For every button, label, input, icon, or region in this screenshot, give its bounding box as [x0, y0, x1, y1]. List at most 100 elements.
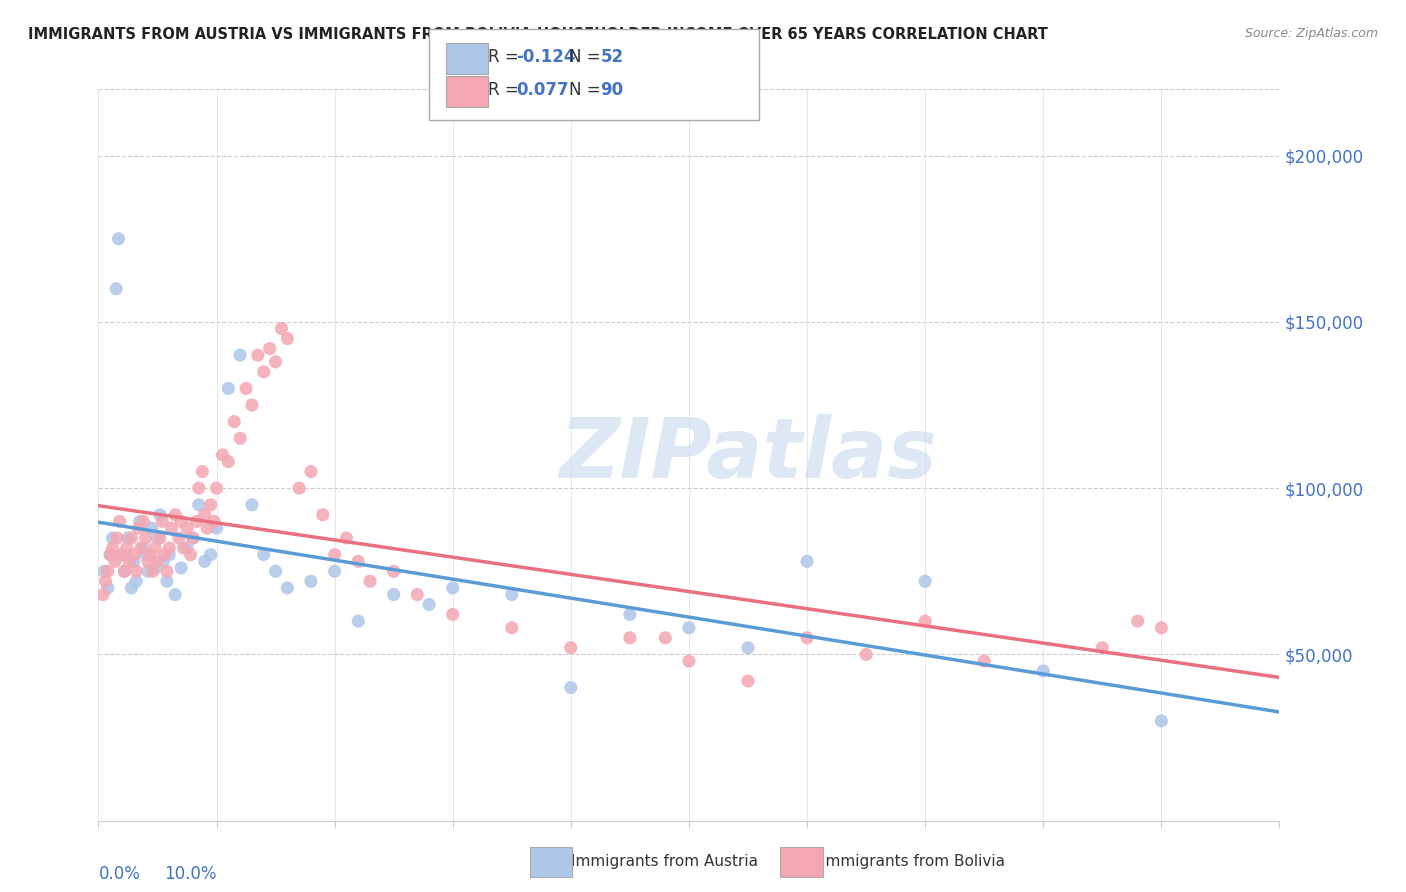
Point: [312, 508, 335, 522]
Point: [149, 508, 172, 522]
Point: [441, 581, 464, 595]
Point: [121, 581, 143, 595]
Text: 0.077: 0.077: [516, 81, 568, 99]
Point: [98, 548, 121, 562]
Point: [170, 515, 193, 529]
Text: 52: 52: [600, 48, 623, 66]
Point: [186, 515, 208, 529]
Point: [107, 232, 129, 246]
Point: [299, 465, 322, 479]
Text: -0.124: -0.124: [516, 48, 575, 66]
Point: [97, 581, 120, 595]
Point: [276, 332, 298, 346]
Point: [128, 521, 150, 535]
Point: [143, 541, 166, 555]
Point: [194, 554, 217, 568]
Point: [619, 631, 641, 645]
Point: [191, 465, 214, 479]
Point: [129, 541, 152, 555]
Point: [194, 508, 217, 522]
Point: [141, 521, 163, 535]
Point: [152, 554, 174, 568]
Point: [406, 588, 429, 602]
Point: [180, 548, 202, 562]
Point: [382, 564, 405, 578]
Point: [270, 321, 292, 335]
Text: IMMIGRANTS FROM AUSTRIA VS IMMIGRANTS FROM BOLIVIA HOUSEHOLDER INCOME OVER 65 YE: IMMIGRANTS FROM AUSTRIA VS IMMIGRANTS FR…: [28, 27, 1047, 42]
Point: [125, 574, 148, 589]
Point: [181, 531, 204, 545]
Text: 10.0%: 10.0%: [165, 864, 217, 882]
Point: [111, 548, 134, 562]
Point: [112, 564, 135, 578]
Point: [914, 574, 936, 589]
Point: [104, 554, 127, 568]
Text: N =: N =: [569, 81, 606, 99]
Point: [1126, 614, 1149, 628]
Point: [94, 574, 117, 589]
Point: [240, 498, 263, 512]
Point: [118, 554, 141, 568]
Point: [111, 548, 134, 562]
Point: [240, 398, 263, 412]
Point: [112, 564, 135, 578]
Point: [441, 607, 464, 622]
Point: [105, 282, 128, 296]
Point: [323, 548, 346, 562]
Point: [1150, 621, 1173, 635]
Point: [128, 515, 150, 529]
Point: [501, 588, 523, 602]
Point: [181, 531, 204, 545]
Point: [172, 541, 194, 555]
Point: [1091, 640, 1114, 655]
Point: [142, 564, 165, 578]
Point: [146, 554, 169, 568]
Point: [217, 454, 239, 468]
Point: [973, 654, 995, 668]
Point: [153, 548, 176, 562]
Point: [122, 554, 145, 568]
Text: R =: R =: [488, 48, 524, 66]
Point: [253, 365, 276, 379]
Point: [195, 521, 218, 535]
Point: [347, 614, 370, 628]
Point: [105, 531, 128, 545]
Point: [560, 681, 582, 695]
Point: [135, 531, 157, 545]
Point: [200, 498, 222, 512]
Point: [132, 541, 155, 555]
Point: [150, 515, 173, 529]
Point: [187, 481, 209, 495]
Text: R =: R =: [488, 81, 524, 99]
Point: [125, 564, 148, 578]
Point: [654, 631, 676, 645]
Point: [146, 531, 169, 545]
Text: Immigrants from Bolivia: Immigrants from Bolivia: [821, 855, 1005, 869]
Point: [359, 574, 381, 589]
Point: [176, 521, 198, 535]
Point: [678, 621, 700, 635]
Point: [211, 448, 233, 462]
Point: [217, 381, 239, 395]
Point: [382, 588, 405, 602]
Point: [347, 554, 370, 568]
Point: [187, 498, 209, 512]
Point: [165, 588, 187, 602]
Point: [156, 564, 179, 578]
Point: [501, 621, 523, 635]
Point: [335, 531, 357, 545]
Text: 0.0%: 0.0%: [98, 864, 141, 882]
Point: [101, 531, 124, 545]
Point: [737, 673, 759, 688]
Point: [170, 561, 193, 575]
Text: Source: ZipAtlas.com: Source: ZipAtlas.com: [1244, 27, 1378, 40]
Point: [253, 548, 276, 562]
Point: [115, 541, 138, 555]
Point: [264, 564, 287, 578]
Point: [200, 548, 222, 562]
Point: [135, 548, 157, 562]
Point: [101, 541, 124, 555]
Point: [205, 481, 228, 495]
Point: [560, 640, 582, 655]
Point: [98, 548, 121, 562]
